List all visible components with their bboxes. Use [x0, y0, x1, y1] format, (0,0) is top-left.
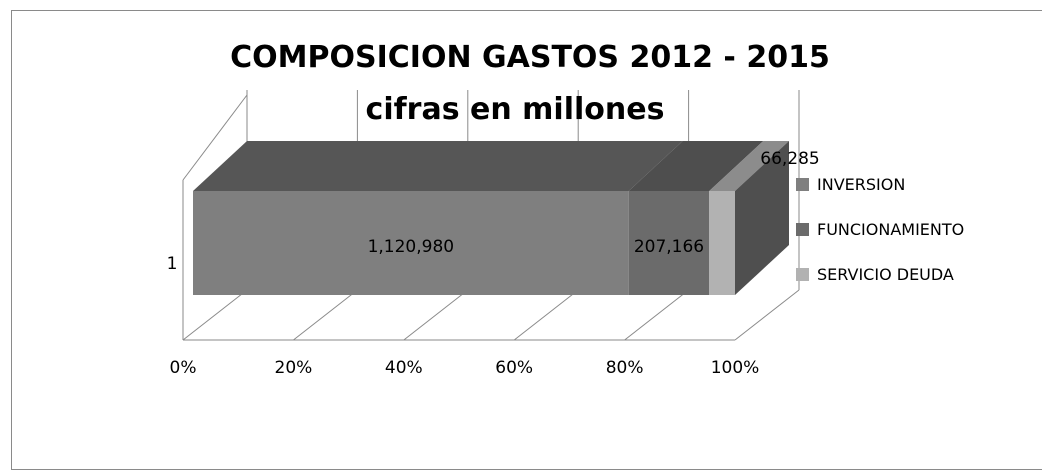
- legend-label: INVERSION: [817, 175, 905, 194]
- floor-gridline: [624, 289, 689, 341]
- data-label: 207,166: [634, 237, 704, 257]
- x-tick-label: 60%: [495, 358, 533, 378]
- category-label: 1: [167, 254, 178, 274]
- legend-swatch: [796, 223, 809, 236]
- legend-swatch: [796, 178, 809, 191]
- x-tick-label: 80%: [606, 358, 644, 378]
- bar-top-funcionamiento: [628, 141, 764, 191]
- bar-stack: [193, 141, 789, 295]
- bar-segment-funcionamiento: [628, 191, 710, 295]
- bar-top-inversion: [193, 141, 683, 191]
- data-labels: 1,120,980 207,166 66,285: [368, 149, 820, 257]
- legend-label: FUNCIONAMIENTO: [817, 220, 964, 239]
- bar-segment-servicio-deuda: [709, 191, 735, 295]
- x-axis-ticks: 0% 20% 40% 60% 80% 100%: [170, 358, 760, 378]
- legend-swatch: [796, 268, 809, 281]
- chart-subtitle: cifras en millones: [366, 92, 665, 127]
- floor-gridline: [734, 289, 800, 341]
- bar-side-face: [735, 141, 789, 295]
- x-tick-label: 40%: [385, 358, 423, 378]
- bar-segment-inversion: [193, 191, 629, 295]
- floor-gridline: [403, 289, 469, 341]
- floor-gridline: [513, 289, 579, 341]
- legend: INVERSION FUNCIONAMIENTO SERVICIO DEUDA: [796, 175, 964, 284]
- x-tick-label: 100%: [711, 358, 760, 378]
- x-tick-label: 0%: [170, 358, 197, 378]
- side-wall-top-edge: [182, 94, 248, 181]
- floor-gridline: [293, 289, 358, 341]
- composition-chart: COMPOSICION GASTOS 2012 - 2015 cifras en…: [167, 40, 965, 378]
- floor-gridline: [182, 289, 248, 341]
- legend-label: SERVICIO DEUDA: [817, 265, 954, 284]
- x-tick-label: 20%: [275, 358, 313, 378]
- bar-top-servicio-deuda: [709, 141, 789, 191]
- data-label: 66,285: [760, 149, 819, 169]
- chart-title: COMPOSICION GASTOS 2012 - 2015: [230, 40, 830, 75]
- data-label: 1,120,980: [368, 237, 455, 257]
